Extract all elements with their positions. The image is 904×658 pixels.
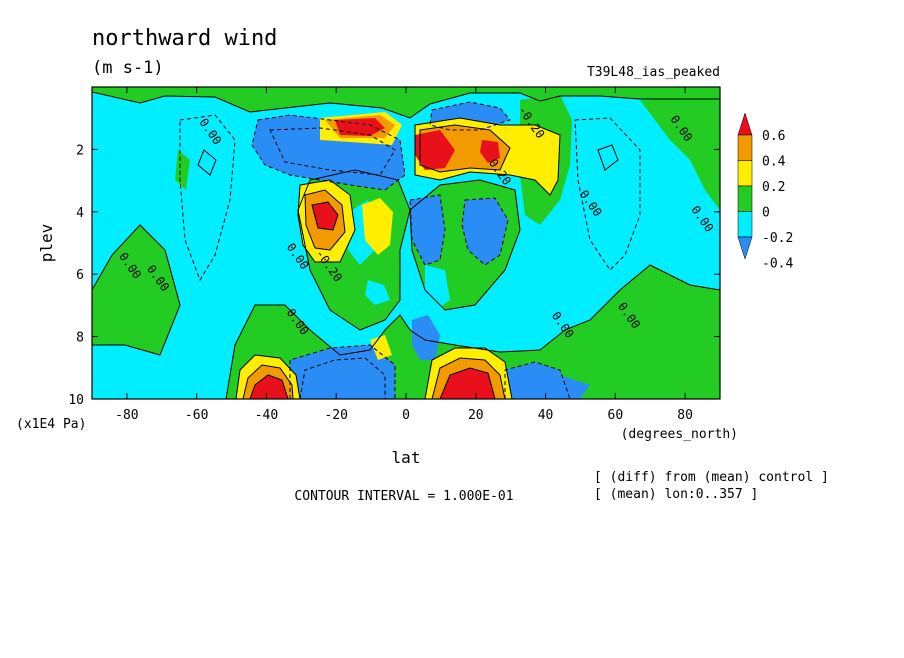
y-tick-label: 4: [76, 206, 84, 221]
colorbar-label: 0: [762, 206, 770, 221]
colorbar-label: 0.2: [762, 180, 785, 195]
x-tick-label: -40: [255, 408, 278, 423]
colorbar-label: -0.2: [762, 231, 793, 246]
y-axis: 2 4 6 8 10: [68, 143, 720, 408]
colorbar: 0.6 0.4 0.2 0 -0.2 -0.4: [737, 112, 793, 272]
colorbar-segment: [737, 160, 753, 187]
y-tick-label: 8: [76, 331, 84, 346]
y-tick-label: 2: [76, 143, 84, 158]
y-tick-label: 6: [76, 268, 84, 283]
diff-note: [ (diff) from (mean) control ]: [594, 470, 829, 485]
colorbar-arrow-top: [737, 112, 753, 136]
x-axis-units: (degrees_north): [621, 427, 738, 442]
x-tick-label: 0: [402, 408, 410, 423]
experiment-label: T39L48_ias_peaked: [587, 65, 720, 80]
x-tick-label: -80: [115, 408, 138, 423]
x-tick-label: 60: [608, 408, 624, 423]
x-axis-label: lat: [392, 448, 421, 467]
x-tick-label: 40: [538, 408, 554, 423]
negative-contour-lines: [179, 101, 641, 399]
colorbar-arrow-bottom: [737, 236, 753, 260]
colorbar-label: 0.4: [762, 155, 786, 170]
x-tick-label: 20: [468, 408, 484, 423]
contour-interval-label: CONTOUR INTERVAL = 1.000E-01: [294, 489, 513, 504]
chart-units: (m s-1): [92, 58, 164, 78]
x-axis: -80 -60 -40 -20 0 20 40 60 80: [115, 87, 693, 423]
colorbar-segment: [737, 211, 753, 238]
x-tick-label: -20: [324, 408, 347, 423]
plot-area: [92, 87, 720, 399]
y-tick-label: 10: [68, 393, 84, 408]
x-tick-label: -60: [185, 408, 208, 423]
colorbar-segment: [737, 185, 753, 212]
y-axis-units: (x1E4 Pa): [16, 417, 86, 432]
x-tick-label: 80: [677, 408, 693, 423]
colorbar-segment: [737, 134, 753, 161]
chart-title: northward wind: [92, 26, 277, 51]
red-regions: [250, 118, 500, 399]
colorbar-label: -0.4: [762, 257, 793, 272]
y-axis-label: plev: [37, 224, 56, 263]
colorbar-label: 0.6: [762, 129, 785, 144]
mean-note: [ (mean) lon:0..357 ]: [594, 487, 758, 502]
